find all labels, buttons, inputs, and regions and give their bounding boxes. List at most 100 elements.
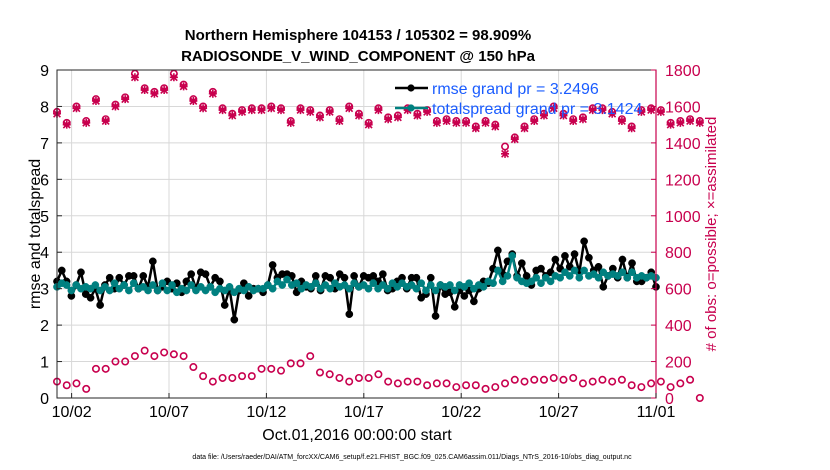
series-point-0-9 — [96, 301, 104, 309]
obs-marker-1-39 — [432, 118, 441, 127]
obs-marker-1-4 — [91, 96, 100, 105]
series-point-1-65 — [364, 284, 373, 293]
series-point-1-103 — [546, 277, 555, 286]
obs-marker-1-51 — [549, 104, 558, 113]
series-point-1-54 — [311, 279, 320, 288]
obs-marker-2-57 — [608, 377, 617, 386]
series-point-0-11 — [105, 273, 114, 282]
series-point-0-20 — [148, 257, 157, 266]
obs-marker-1-27 — [315, 113, 324, 122]
series-point-0-37 — [230, 315, 239, 324]
obs-marker-2-33 — [374, 370, 383, 379]
obs-marker-2-10 — [150, 352, 159, 361]
obs-marker-1-13 — [179, 82, 188, 91]
obs-marker-1-20 — [247, 106, 256, 115]
obs-marker-2-35 — [393, 379, 402, 388]
obs-marker-1-37 — [413, 111, 422, 120]
chart-title-line2: RADIOSONDE_V_WIND_COMPONENT @ 150 hPa — [181, 48, 536, 65]
series-point-0-54 — [311, 272, 320, 280]
series-point-1-36 — [225, 282, 234, 291]
obs-marker-2-42 — [462, 381, 471, 390]
obs-marker-1-11 — [160, 86, 169, 95]
obs-marker-1-64 — [676, 118, 685, 127]
obs-marker-2-61 — [647, 379, 656, 388]
series-point-1-83 — [450, 286, 459, 295]
obs-marker-2-4 — [91, 364, 100, 373]
series-point-1-75 — [412, 284, 421, 293]
obs-marker-1-58 — [617, 117, 626, 126]
obs-marker-1-12 — [169, 73, 178, 82]
series-point-1-8 — [91, 281, 100, 289]
series-point-1-118 — [618, 268, 627, 277]
obs-marker-2-65 — [686, 375, 695, 384]
y-tick-left-3: 3 — [40, 282, 49, 299]
obs-marker-2-7 — [121, 357, 130, 366]
obs-marker-1-66 — [695, 118, 704, 127]
obs-marker-1-7 — [121, 95, 130, 104]
obs-marker-1-59 — [627, 124, 636, 133]
series-point-1-12 — [110, 279, 119, 288]
obs-marker-2-66 — [695, 393, 704, 402]
series-point-1-113 — [594, 273, 603, 282]
x-tick-0: 10/02 — [52, 404, 92, 421]
obs-marker-2-36 — [403, 377, 412, 386]
chart-title-line1: Northern Hemisphere 104153 / 105302 = 98… — [185, 27, 531, 44]
obs-marker-2-37 — [413, 377, 422, 386]
y-tick-right-4: 800 — [665, 245, 692, 262]
series-point-1-120 — [628, 268, 636, 277]
series-point-0-85 — [460, 292, 469, 300]
series-point-0-106 — [561, 252, 569, 260]
series-point-0-57 — [326, 273, 334, 282]
series-point-0-110 — [580, 237, 588, 246]
obs-marker-2-12 — [169, 350, 178, 359]
obs-marker-1-63 — [666, 120, 675, 129]
obs-marker-1-65 — [686, 117, 695, 126]
y-tick-left-8: 8 — [40, 99, 49, 116]
obs-marker-2-19 — [238, 372, 247, 381]
series-point-1-78 — [426, 281, 435, 289]
obs-marker-2-49 — [530, 375, 539, 384]
obs-marker-2-44 — [481, 384, 490, 393]
y-tick-left-4: 4 — [40, 245, 49, 262]
obs-marker-2-20 — [247, 372, 256, 381]
obs-marker-2-29 — [335, 373, 344, 382]
series-point-0-92 — [494, 246, 502, 255]
series-point-0-108 — [570, 250, 579, 258]
series-point-1-19 — [144, 286, 152, 295]
x-tick-1: 10/07 — [149, 404, 189, 421]
y-tick-left-9: 9 — [40, 63, 49, 80]
obs-marker-2-13 — [179, 352, 188, 361]
obs-marker-1-32 — [364, 120, 373, 129]
obs-marker-1-5 — [101, 117, 110, 126]
series-point-1-86 — [465, 279, 473, 288]
series-point-1-45 — [268, 284, 277, 293]
series-point-1-20 — [148, 281, 157, 289]
series-point-0-78 — [426, 273, 435, 282]
legend-label-0: rmse grand pr = 3.2496 — [432, 81, 599, 98]
y-tick-left-2: 2 — [40, 318, 49, 335]
series-point-1-47 — [278, 281, 287, 289]
y-axis-label-left: rmse and totalspread — [27, 159, 44, 309]
series-point-1-76 — [417, 279, 426, 288]
obs-marker-1-24 — [286, 118, 295, 127]
series-point-1-57 — [326, 284, 334, 293]
series-point-1-23 — [163, 286, 172, 295]
series-point-0-75 — [412, 273, 421, 282]
y-axis-label-right: # of obs: o=possible; ×=assimilated — [703, 117, 720, 352]
series-point-1-101 — [537, 279, 545, 288]
series-point-0-104 — [551, 255, 560, 264]
series-point-1-110 — [580, 266, 588, 275]
obs-marker-1-35 — [393, 113, 402, 122]
obs-marker-2-59 — [627, 381, 636, 390]
obs-marker-2-26 — [306, 352, 315, 361]
legend-marker-1 — [407, 104, 415, 112]
obs-marker-1-15 — [199, 104, 208, 113]
series-point-0-1 — [57, 266, 66, 275]
series-point-0-45 — [268, 261, 277, 269]
y-tick-left-0: 0 — [40, 391, 49, 408]
obs-marker-2-39 — [432, 379, 441, 388]
obs-marker-2-32 — [364, 373, 373, 382]
obs-marker-1-33 — [374, 106, 383, 115]
obs-marker-2-47 — [510, 375, 519, 384]
